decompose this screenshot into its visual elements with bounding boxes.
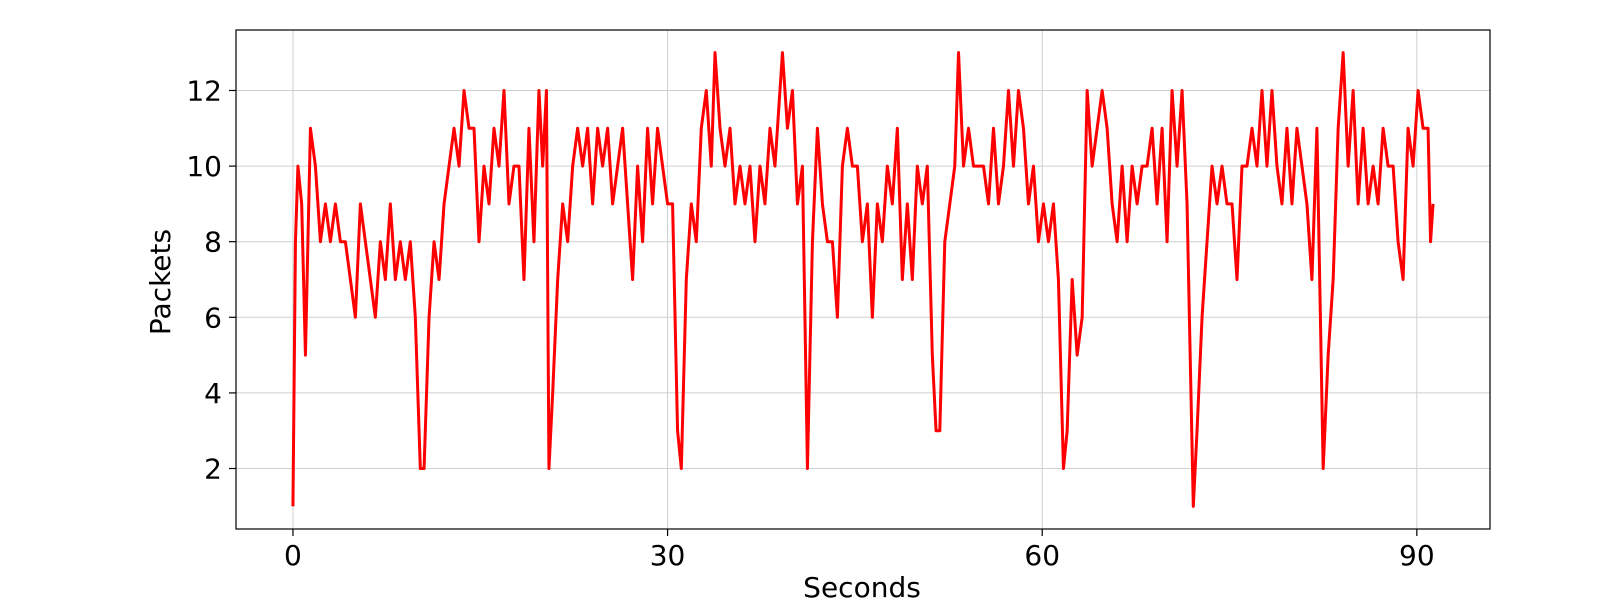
y-tick-label: 6 — [204, 301, 222, 334]
data-line — [291, 51, 1435, 508]
axes-frame — [235, 29, 1491, 530]
x-tick-label: 90 — [1399, 539, 1435, 572]
x-axis-label: Seconds — [803, 571, 921, 600]
y-axis-label: Packets — [144, 229, 177, 335]
plot-area — [291, 51, 1435, 508]
x-tick-label: 60 — [1024, 539, 1060, 572]
y-tick-label: 10 — [186, 150, 222, 183]
y-tick-label: 12 — [186, 74, 222, 107]
y-tick-label: 8 — [204, 226, 222, 259]
y-tick-label: 2 — [204, 453, 222, 486]
y-tick-label: 4 — [204, 377, 222, 410]
grid — [236, 30, 1490, 529]
x-tick-label: 0 — [284, 539, 302, 572]
x-tick-label: 30 — [650, 539, 686, 572]
